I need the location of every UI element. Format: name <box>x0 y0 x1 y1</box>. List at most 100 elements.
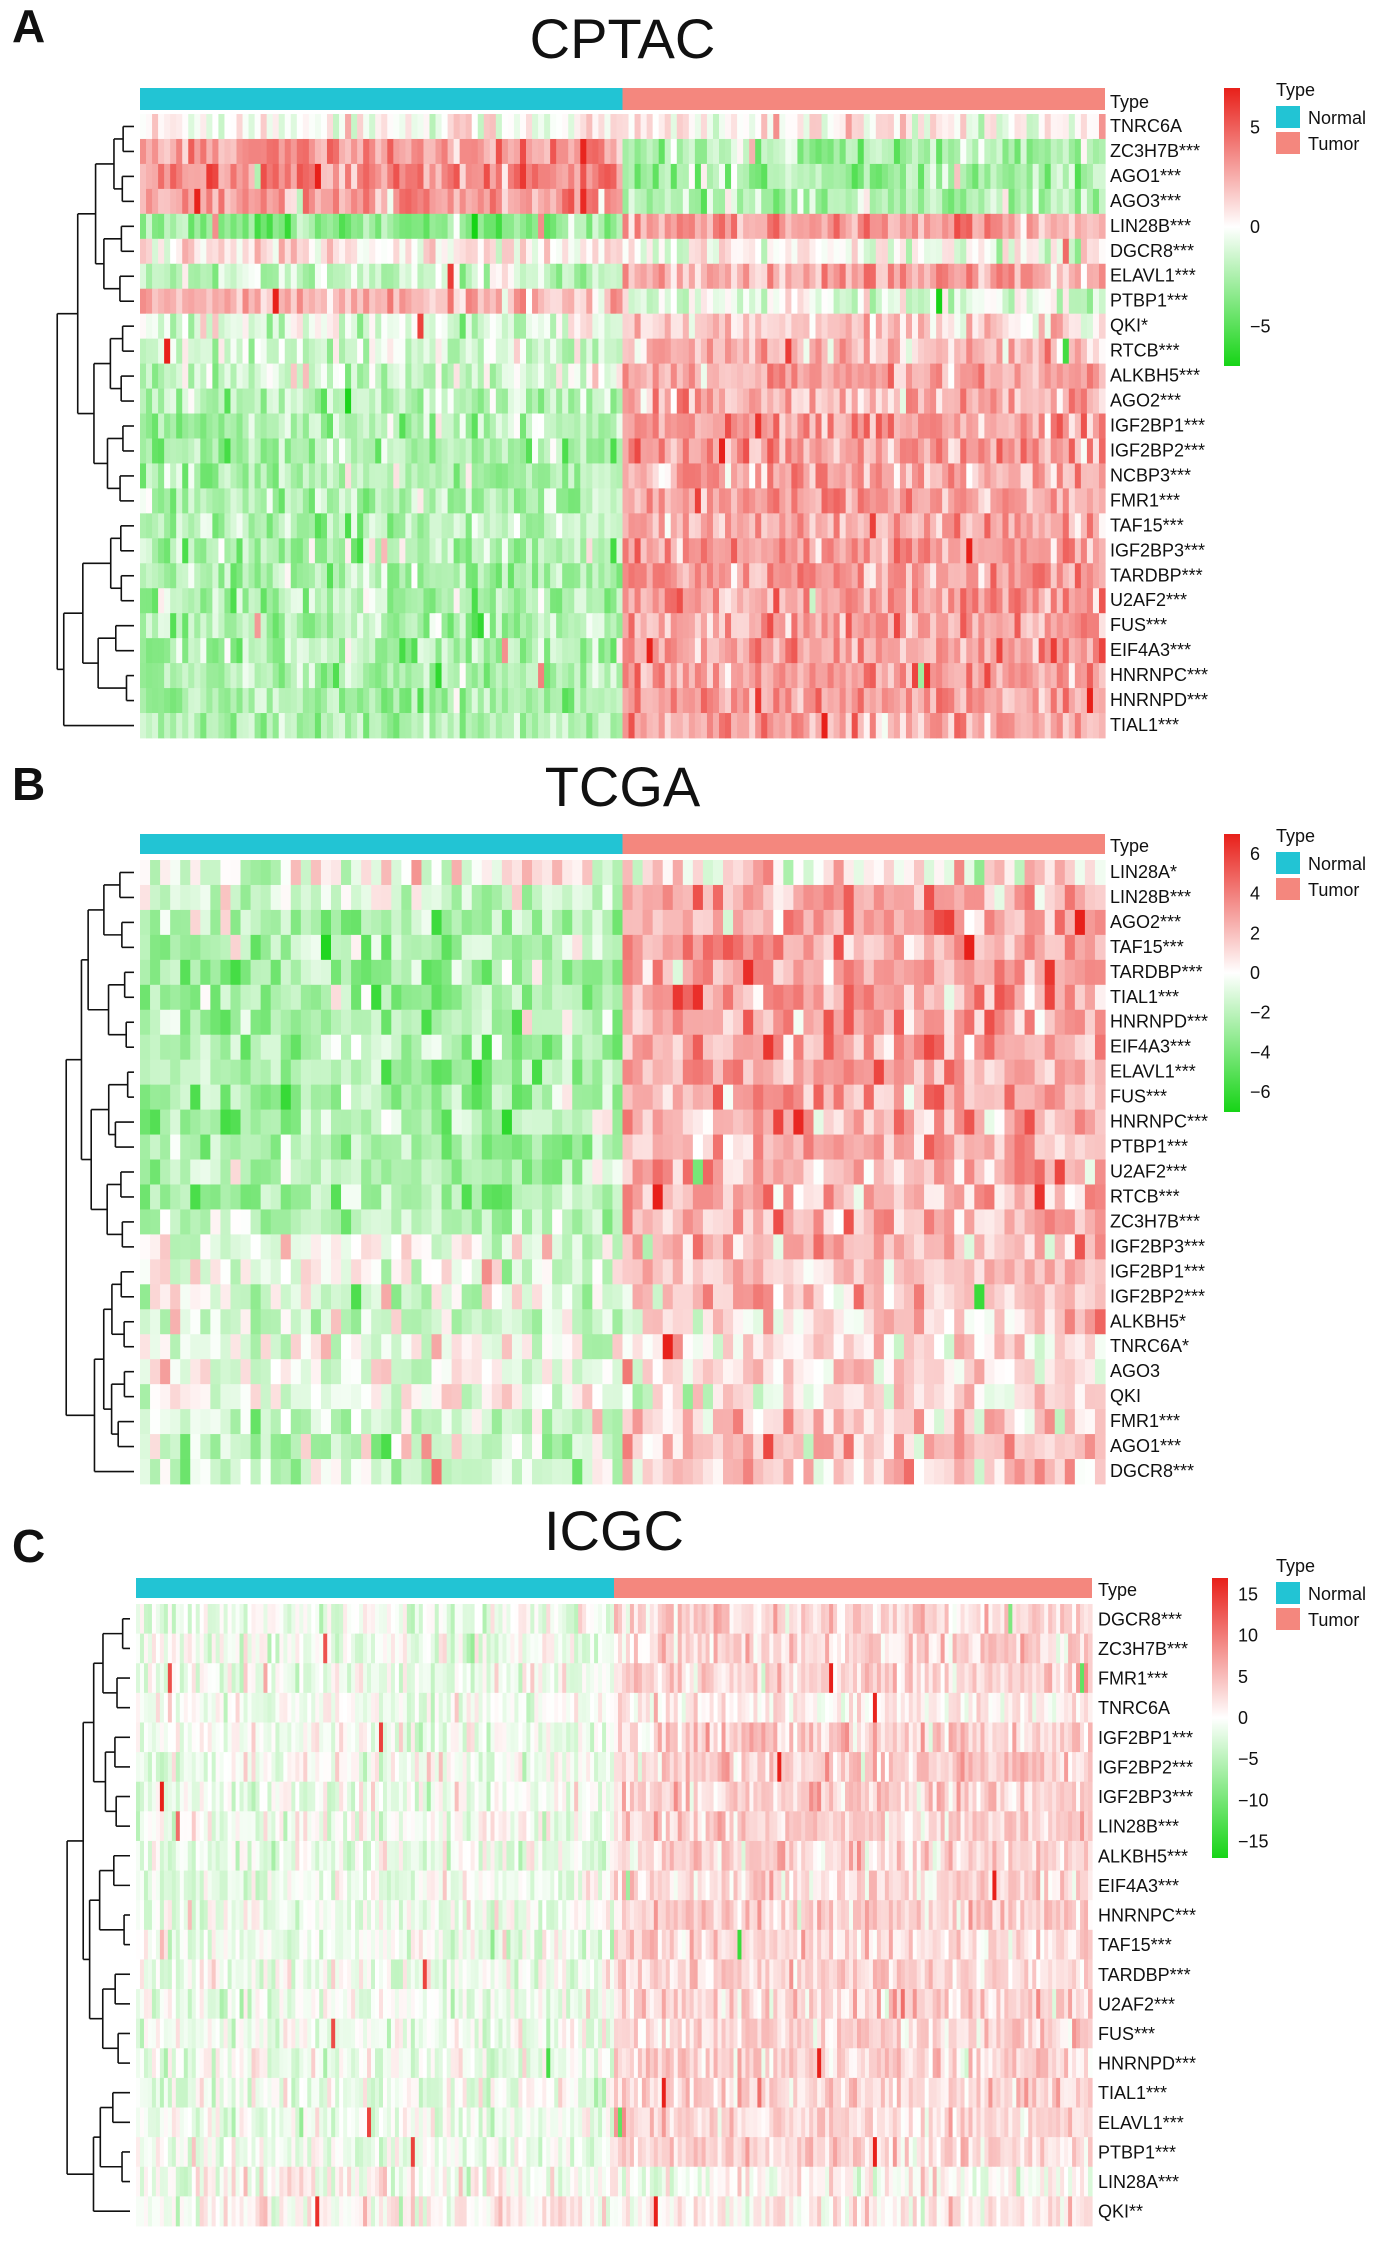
heatmap-cell <box>863 984 875 1011</box>
heatmap-cell <box>351 338 358 364</box>
heatmap-cell <box>158 238 165 265</box>
heatmap-cell <box>300 1009 312 1036</box>
heatmap-cell <box>978 563 985 589</box>
heatmap-cell <box>723 860 734 886</box>
heatmap-cell <box>212 563 220 589</box>
heatmap-cell <box>580 188 587 215</box>
heatmap-cell <box>761 613 768 639</box>
heatmap-cell <box>399 688 406 714</box>
heatmap-cell <box>200 613 207 639</box>
heatmap-cell <box>670 388 678 414</box>
heatmap-cell <box>459 588 467 614</box>
heatmap-cell <box>489 138 497 165</box>
heatmap-cell <box>465 213 473 240</box>
heatmap-cell <box>556 438 563 464</box>
heatmap-cell <box>532 213 539 240</box>
heatmap-cell <box>887 138 895 165</box>
heatmap-cell <box>236 413 244 439</box>
heatmap-cell <box>146 363 153 389</box>
heatmap-cell <box>210 1059 222 1086</box>
heatmap-cell <box>839 413 847 439</box>
heatmap-cell <box>164 438 171 464</box>
heatmap-cell <box>272 513 280 539</box>
heatmap-cell <box>851 313 859 340</box>
heatmap-cell <box>1002 438 1010 464</box>
heatmap-cell <box>918 138 925 165</box>
heatmap-cell <box>266 263 274 290</box>
heatmap-cell <box>465 363 473 389</box>
heatmap-cell <box>194 688 201 714</box>
heatmap-cell <box>918 638 925 664</box>
heatmap-cell <box>883 1059 895 1086</box>
heatmap-cell <box>622 563 630 589</box>
heatmap-cell <box>887 588 895 614</box>
heatmap-cell <box>326 288 334 315</box>
heatmap-cell <box>1092 363 1100 389</box>
heatmap-cell <box>375 588 382 614</box>
heatmap-cell <box>188 238 195 265</box>
heatmap-cell <box>507 114 515 140</box>
row-label: EIF4A3*** <box>1110 640 1191 660</box>
heatmap-cell <box>483 288 491 315</box>
heatmap-cell <box>471 413 479 439</box>
heatmap-cell <box>210 860 222 886</box>
heatmap-cell <box>278 263 286 290</box>
heatmap-cell <box>381 984 392 1011</box>
heatmap-cell <box>592 488 599 514</box>
heatmap-cell <box>574 188 581 215</box>
heatmap-cell <box>803 959 815 986</box>
heatmap-cell <box>471 313 479 340</box>
heatmap-cell <box>220 934 232 961</box>
heatmap-cell <box>833 588 841 614</box>
heatmap-cell <box>1038 613 1046 639</box>
heatmap-cell <box>164 538 171 564</box>
heatmap-cell <box>809 588 817 614</box>
heatmap-cell <box>905 188 913 215</box>
heatmap-cell <box>598 213 606 240</box>
heatmap-cell <box>1080 213 1088 240</box>
heatmap-cell <box>405 463 413 489</box>
heatmap-cell <box>152 688 159 714</box>
heatmap-cell <box>944 1009 955 1036</box>
heatmap-cell <box>616 563 624 589</box>
heatmap-cell <box>658 263 666 290</box>
heatmap-cell <box>562 413 569 439</box>
heatmap-cell <box>477 413 485 439</box>
heatmap-cell <box>224 163 232 190</box>
heatmap-cell <box>598 613 606 639</box>
heatmap-cell <box>242 538 250 564</box>
heatmap-cell <box>296 438 304 464</box>
heatmap-cell <box>918 413 925 439</box>
heatmap-cell <box>519 538 527 564</box>
heatmap-cell <box>960 713 967 739</box>
heatmap-cell <box>966 613 973 639</box>
heatmap-cell <box>160 1059 171 1086</box>
heatmap-cell <box>640 114 648 140</box>
heatmap-cell <box>542 1009 553 1036</box>
heatmap-cell <box>763 959 774 986</box>
heatmap-cell <box>296 463 304 489</box>
heatmap-cell <box>1008 413 1016 439</box>
row-label: FUS*** <box>1110 615 1167 635</box>
heatmap-cell <box>996 688 1004 714</box>
heatmap-cell <box>200 1034 211 1061</box>
heatmap-cell <box>1026 288 1034 315</box>
heatmap-cell <box>887 413 895 439</box>
heatmap-cell <box>749 613 756 639</box>
heatmap-cell <box>954 138 961 165</box>
heatmap-cell <box>1014 313 1022 340</box>
heatmap-cell <box>150 1034 161 1061</box>
heatmap-cell <box>417 213 425 240</box>
heatmap-cell <box>471 1034 483 1061</box>
heatmap-cell <box>351 513 358 539</box>
heatmap-cell <box>387 413 394 439</box>
heatmap-cell <box>749 588 756 614</box>
heatmap-cell <box>357 488 364 514</box>
heatmap-cell <box>471 638 479 664</box>
heatmap-cell <box>333 313 340 340</box>
heatmap-cell <box>224 263 232 290</box>
heatmap-cell <box>779 713 786 739</box>
heatmap-cell <box>682 959 694 986</box>
heatmap-cell <box>899 238 907 265</box>
heatmap-cell <box>150 909 161 936</box>
